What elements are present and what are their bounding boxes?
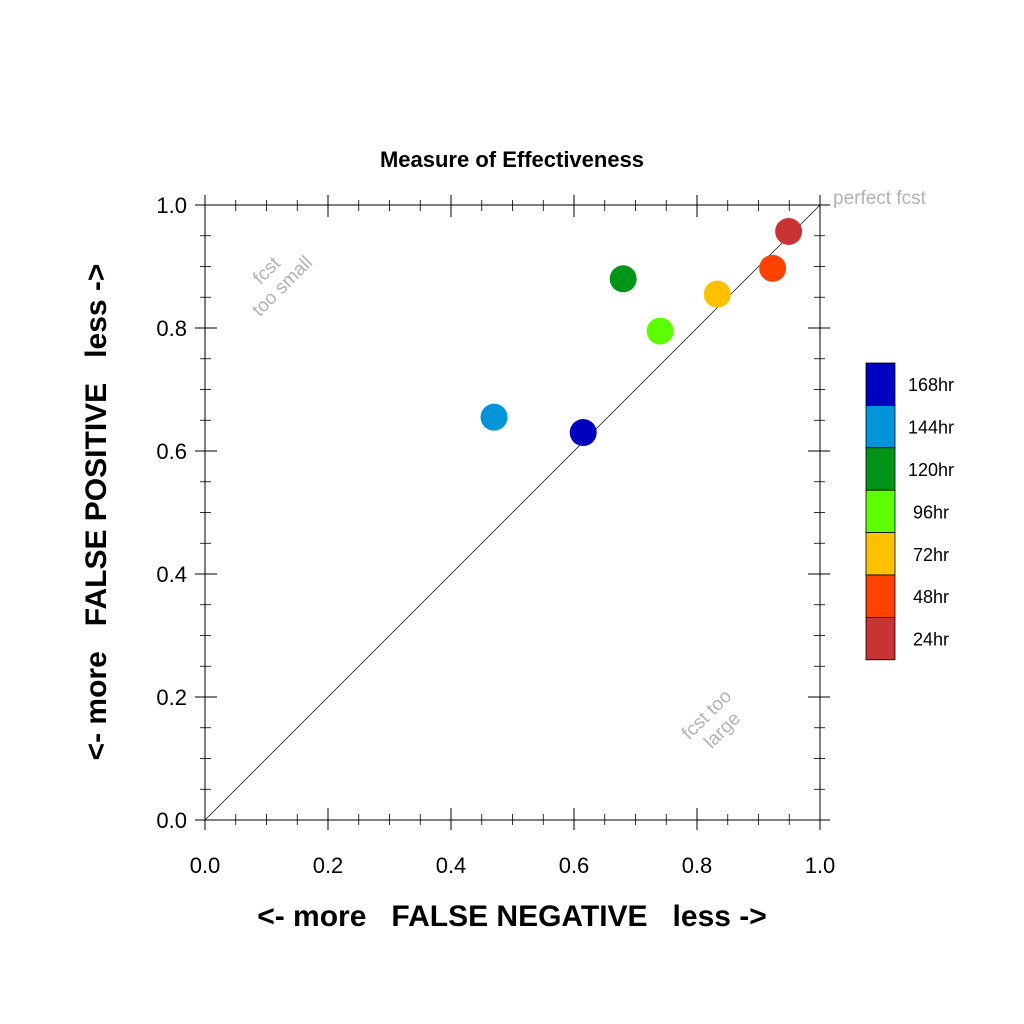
tick-labels: 0.00.0 0.2 0.2 0.4 0.4 0.6 0.6 0.8 0.8 1.0 1.0 [156, 193, 835, 878]
data-point-168hr [569, 419, 597, 447]
y-tick-label: 1.0 [156, 193, 187, 218]
y-tick-label: 0.0 [156, 808, 187, 833]
x-tick-label: 0.0 [190, 853, 221, 878]
too-small-line2: too small [248, 252, 317, 321]
legend-label-120hr: 120hr [908, 460, 954, 480]
legend-label-72hr: 72hr [913, 545, 949, 565]
y-tick-label: 0.2 [156, 685, 187, 710]
legend-label-48hr: 48hr [913, 587, 949, 607]
legend-label-144hr: 144hr [908, 418, 954, 438]
legend-swatch-144hr [865, 404, 896, 449]
data-points [480, 217, 803, 447]
data-point-120hr [609, 265, 637, 293]
y-axis-title: <- more FALSE POSITIVE less -> [80, 264, 113, 761]
data-point-48hr [759, 254, 787, 282]
legend-swatch-48hr [865, 574, 896, 618]
legend-label-168hr: 168hr [908, 375, 954, 395]
x-axis-title: <- more FALSE NEGATIVE less -> [257, 900, 767, 933]
legend-swatch-72hr [865, 532, 896, 576]
plot-area [195, 195, 830, 830]
chart-title: Measure of Effectiveness [380, 147, 644, 172]
data-point-144hr [480, 403, 508, 431]
ticks [195, 195, 830, 830]
y-tick-label: 0.4 [156, 562, 187, 587]
data-point-24hr [775, 217, 803, 245]
legend-swatch-96hr [865, 489, 896, 534]
too-small-annotation: fcst too small [248, 252, 317, 321]
data-point-96hr [646, 317, 674, 345]
x-tick-label: 0.2 [313, 853, 344, 878]
data-point-72hr [703, 280, 731, 308]
legend: 168hr 144hr 120hr 96hr 72hr 48hr 24hr [865, 362, 954, 661]
y-tick-label: 0.8 [156, 316, 187, 341]
legend-label-96hr: 96hr [913, 502, 949, 522]
y-tick-label: 0.6 [156, 439, 187, 464]
legend-label-24hr: 24hr [913, 630, 949, 650]
x-tick-label: 0.8 [682, 853, 713, 878]
x-tick-label: 1.0 [805, 853, 836, 878]
perfect-fcst-annotation: perfect fcst [833, 188, 927, 209]
legend-swatch-24hr [865, 617, 896, 661]
x-tick-label: 0.4 [436, 853, 467, 878]
legend-swatch-168hr [865, 362, 896, 406]
x-tick-label: 0.6 [559, 853, 590, 878]
legend-swatch-120hr [865, 447, 896, 491]
too-large-annotation: fcst too large [678, 686, 745, 753]
